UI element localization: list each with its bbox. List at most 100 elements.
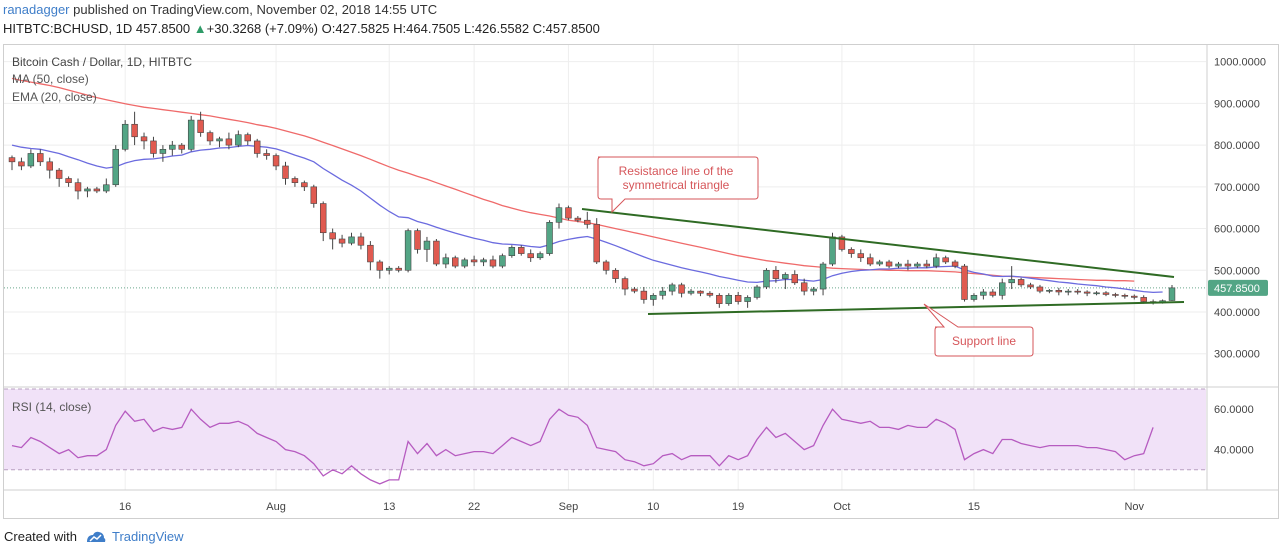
candlestick	[914, 261, 921, 269]
tradingview-logo-icon	[86, 531, 106, 542]
candle-body	[470, 259, 478, 263]
ema20-line	[11, 144, 1163, 294]
candlestick	[508, 245, 516, 258]
candlestick	[904, 259, 912, 271]
time-tick-label: Nov	[1124, 501, 1144, 513]
candle-body	[395, 267, 402, 271]
candlestick	[857, 249, 865, 262]
author-link[interactable]: ranadagger	[3, 2, 70, 17]
candlestick	[725, 293, 732, 306]
candle-body	[46, 161, 53, 171]
footer: Created with TradingView	[4, 529, 184, 544]
candlestick	[423, 236, 431, 262]
candle-body	[819, 263, 827, 290]
candlestick	[470, 255, 478, 267]
candlestick	[527, 249, 534, 262]
candle-body	[244, 134, 251, 142]
candle-body	[753, 286, 761, 298]
candlestick	[263, 149, 270, 160]
time-tick-label: 16	[119, 501, 131, 513]
candlestick	[272, 153, 280, 171]
candlestick	[980, 289, 987, 300]
candle-body	[866, 257, 874, 265]
candle-body	[131, 123, 138, 138]
tradingview-brand-link[interactable]: TradingView	[85, 529, 184, 544]
candle-body	[904, 263, 912, 267]
candlestick	[999, 278, 1006, 300]
candle-body	[338, 238, 346, 244]
symbol-name: HITBTC:BCHUSD, 1D	[3, 21, 133, 36]
candlestick	[395, 266, 402, 273]
candle-body	[433, 240, 440, 265]
candle-body	[602, 261, 610, 271]
candle-body	[367, 244, 374, 263]
candlestick	[1074, 289, 1081, 295]
candle-body	[27, 153, 35, 167]
candlestick	[319, 201, 327, 242]
candle-body	[961, 265, 968, 300]
candle-body	[348, 236, 355, 244]
candle-body	[640, 290, 648, 300]
candlestick	[121, 120, 129, 152]
candlestick	[178, 143, 185, 154]
candle-body	[301, 182, 308, 188]
published-text: published on TradingView.com, November 0…	[73, 2, 438, 17]
candle-body	[800, 282, 808, 292]
candle-body	[744, 297, 751, 302]
rsi-tick-label: 60.0000	[1214, 404, 1254, 416]
candle-body	[386, 267, 393, 271]
candlestick	[480, 257, 487, 267]
candlestick	[593, 218, 600, 265]
candlestick	[131, 111, 138, 146]
candle-body	[697, 290, 704, 294]
candle-body	[508, 247, 516, 256]
candlestick	[206, 130, 214, 146]
candle-body	[310, 186, 318, 204]
candlestick	[140, 132, 148, 150]
price-tick-label: 400.0000	[1214, 307, 1260, 319]
candlestick	[536, 251, 544, 260]
candle-body	[933, 257, 940, 267]
resistance-callout-line2: symmetrical triangle	[623, 178, 730, 192]
candlestick	[1017, 277, 1025, 287]
candlestick	[612, 268, 619, 283]
candle-body	[980, 291, 987, 296]
candle-body	[1083, 291, 1091, 294]
candle-body	[848, 249, 855, 254]
candle-body	[1168, 287, 1176, 301]
candlestick	[169, 140, 176, 156]
candle-body	[518, 247, 525, 254]
candlestick	[933, 253, 940, 269]
candlestick	[1112, 292, 1119, 298]
rsi-band	[4, 389, 1206, 470]
chart-title: Bitcoin Cash / Dollar, 1D, HITBTC	[12, 55, 193, 69]
candle-body	[1131, 295, 1138, 298]
last-price-badge-label: 457.8500	[1214, 283, 1260, 295]
candlestick	[744, 295, 751, 308]
candlestick	[282, 161, 289, 185]
candlestick	[989, 289, 997, 298]
candle-body	[282, 165, 289, 179]
candle-body	[942, 257, 949, 263]
candlestick	[27, 149, 35, 169]
candle-body	[65, 178, 72, 183]
candle-body	[357, 236, 365, 246]
candle-body	[1112, 294, 1119, 296]
candle-body	[857, 253, 865, 259]
candle-body	[1140, 297, 1147, 302]
candlestick	[838, 234, 846, 252]
candlestick	[706, 291, 714, 298]
candlestick	[159, 145, 167, 162]
candle-body	[565, 207, 572, 219]
candlestick	[84, 186, 91, 198]
candlestick	[866, 253, 874, 267]
candle-body	[659, 290, 666, 296]
candle-body	[810, 288, 817, 292]
ohlc-values: O:427.5825 H:464.7505 L:426.5582 C:457.8…	[321, 21, 600, 36]
candlestick	[103, 178, 110, 194]
candle-body	[734, 295, 742, 302]
candlestick	[112, 145, 119, 187]
candlestick	[329, 228, 336, 250]
candle-body	[621, 278, 629, 290]
